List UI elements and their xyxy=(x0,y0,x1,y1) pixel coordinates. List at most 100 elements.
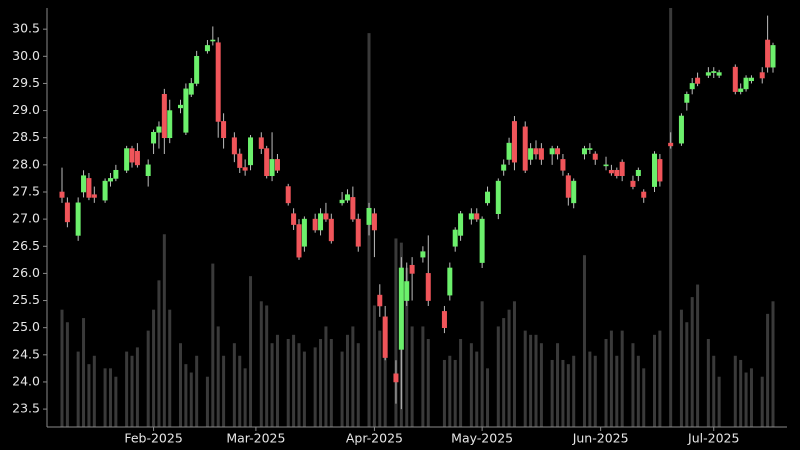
volume-bar xyxy=(717,376,721,427)
volume-bar xyxy=(642,368,646,427)
candle-body xyxy=(738,88,744,92)
volume-bar xyxy=(566,364,570,427)
y-tick-label: 26.0 xyxy=(12,265,40,280)
volume-bar xyxy=(329,339,333,427)
volume-bar xyxy=(636,355,640,427)
volume-bar xyxy=(448,355,452,427)
candle-body xyxy=(684,93,690,103)
volume-bar xyxy=(469,343,473,427)
volume-bar xyxy=(345,334,349,427)
volume-bar xyxy=(486,368,490,427)
volume-bar xyxy=(696,284,700,427)
volume-bar xyxy=(550,359,554,427)
volume-bar xyxy=(222,355,226,427)
candle-body xyxy=(134,150,140,166)
volume-bar xyxy=(669,8,673,427)
candle-body xyxy=(528,148,534,160)
volume-bar xyxy=(319,339,323,427)
volume-bar xyxy=(286,339,290,427)
candle-body xyxy=(474,213,480,220)
volume-bar xyxy=(125,351,129,427)
candle-body xyxy=(705,72,711,76)
volume-bar xyxy=(168,309,172,427)
volume-bar xyxy=(324,326,328,427)
volume-bar xyxy=(679,309,683,427)
volume-bar xyxy=(372,305,376,427)
candle-body xyxy=(635,169,641,177)
candle-body xyxy=(592,153,598,160)
x-tick-label: Mar-2025 xyxy=(226,431,285,446)
candle-body xyxy=(204,45,210,52)
volume-bar xyxy=(152,309,156,427)
x-tick-label: Jun-2025 xyxy=(572,431,629,446)
candle-body xyxy=(452,229,458,247)
y-tick-label: 29.0 xyxy=(12,102,40,117)
candle-body xyxy=(323,213,329,220)
volume-bar xyxy=(529,334,533,427)
candle-body xyxy=(603,164,609,167)
volume-bar xyxy=(65,322,69,427)
candle-body xyxy=(328,218,334,242)
candle-body xyxy=(161,93,167,139)
candle-body xyxy=(587,148,593,150)
x-tick-label: Apr-2025 xyxy=(346,431,403,446)
candle-body xyxy=(695,77,701,84)
y-tick-label: 26.5 xyxy=(12,238,40,253)
volume-bar xyxy=(87,364,91,427)
volume-bar xyxy=(507,309,511,427)
candle-body xyxy=(377,294,383,307)
volume-bar xyxy=(82,318,86,427)
volume-bar xyxy=(588,351,592,427)
volume-bar xyxy=(270,343,274,427)
volume-bar xyxy=(249,276,253,427)
volume-bar xyxy=(582,255,586,427)
candle-body xyxy=(630,180,636,187)
volume-bar xyxy=(556,343,560,427)
volume-bar xyxy=(561,359,565,427)
candle-body xyxy=(81,175,87,193)
candle-body xyxy=(355,218,361,247)
volume-bar xyxy=(685,322,689,427)
candle-body xyxy=(765,39,771,68)
volume-bar xyxy=(378,330,382,427)
candle-body xyxy=(668,142,674,147)
volume-bar xyxy=(523,330,527,427)
volume-bar xyxy=(496,326,500,427)
candle-body xyxy=(748,77,754,82)
x-tick-label: Feb-2025 xyxy=(124,431,182,446)
candle-body xyxy=(468,213,474,220)
volume-bar xyxy=(114,376,118,427)
volume-bar xyxy=(475,351,479,427)
candle-body xyxy=(371,213,377,231)
volume-bar xyxy=(184,364,188,427)
candle-body xyxy=(555,148,561,155)
y-tick-label: 25.0 xyxy=(12,319,40,334)
candle-body xyxy=(485,191,491,204)
volume-bar xyxy=(205,376,209,427)
volume-bar xyxy=(76,351,80,427)
candle-body xyxy=(102,180,108,201)
candle-body xyxy=(565,175,571,198)
candle-body xyxy=(495,180,501,215)
volume-bar xyxy=(539,343,543,427)
volume-bar xyxy=(103,368,107,427)
volume-bar xyxy=(297,343,301,427)
candle-body xyxy=(129,148,135,163)
candle-body xyxy=(188,83,194,95)
candle-body xyxy=(107,178,113,182)
candle-body xyxy=(501,164,507,171)
candle-body xyxy=(458,213,464,236)
y-tick-label: 29.5 xyxy=(12,75,40,90)
candle-body xyxy=(382,316,388,358)
candle-body xyxy=(549,148,555,155)
candle-body xyxy=(237,153,243,168)
candle-body xyxy=(506,142,512,160)
candle-body xyxy=(258,137,264,149)
volume-bar xyxy=(766,313,770,427)
volume-bar xyxy=(572,355,576,427)
volume-bar xyxy=(410,326,414,427)
y-tick-label: 25.5 xyxy=(12,292,40,307)
candle-body xyxy=(113,169,119,179)
volume-bar xyxy=(480,301,484,427)
